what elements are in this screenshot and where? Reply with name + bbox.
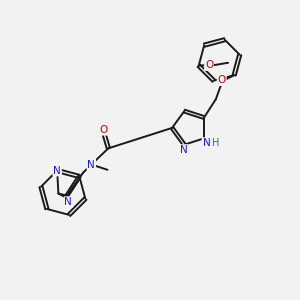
Text: O: O xyxy=(205,60,213,70)
Text: N: N xyxy=(180,145,188,155)
Text: N: N xyxy=(202,138,210,148)
Text: N: N xyxy=(53,166,61,176)
Text: N: N xyxy=(87,160,95,170)
Text: N: N xyxy=(64,197,72,207)
Text: H: H xyxy=(212,138,219,148)
Text: O: O xyxy=(218,75,226,85)
Text: O: O xyxy=(100,125,108,135)
